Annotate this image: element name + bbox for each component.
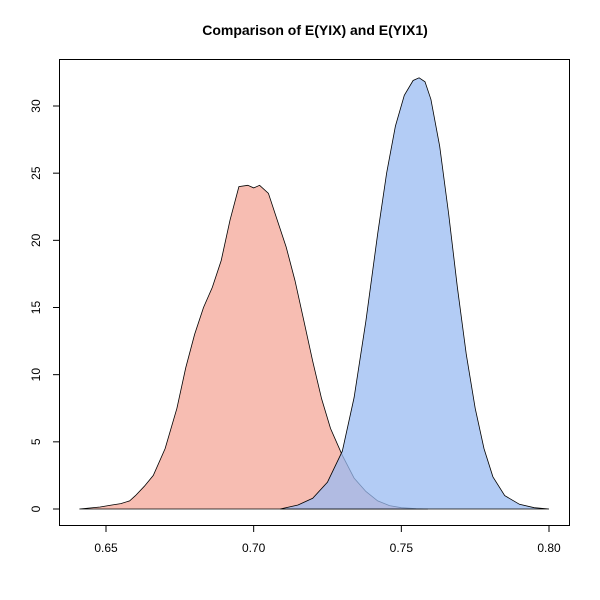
y-tick-label: 10 — [29, 368, 43, 382]
x-tick-label: 0.70 — [242, 541, 266, 555]
y-tick-label: 0 — [29, 505, 43, 512]
y-tick-label: 20 — [29, 233, 43, 247]
y-tick-label: 5 — [29, 438, 43, 445]
y-axis: 0 5 10 15 20 25 30 — [29, 99, 60, 512]
y-tick-label: 25 — [29, 166, 43, 180]
density-series-2 — [280, 77, 550, 510]
x-axis: 0.65 0.70 0.75 0.80 — [94, 525, 561, 555]
x-tick-label: 0.80 — [537, 541, 561, 555]
x-tick-label: 0.75 — [390, 541, 414, 555]
density-layer — [79, 77, 550, 510]
x-tick-label: 0.65 — [94, 541, 118, 555]
chart-title: Comparison of E(YIX) and E(YIX1) — [202, 22, 428, 38]
y-tick-label: 30 — [29, 99, 43, 113]
y-tick-label: 15 — [29, 301, 43, 315]
